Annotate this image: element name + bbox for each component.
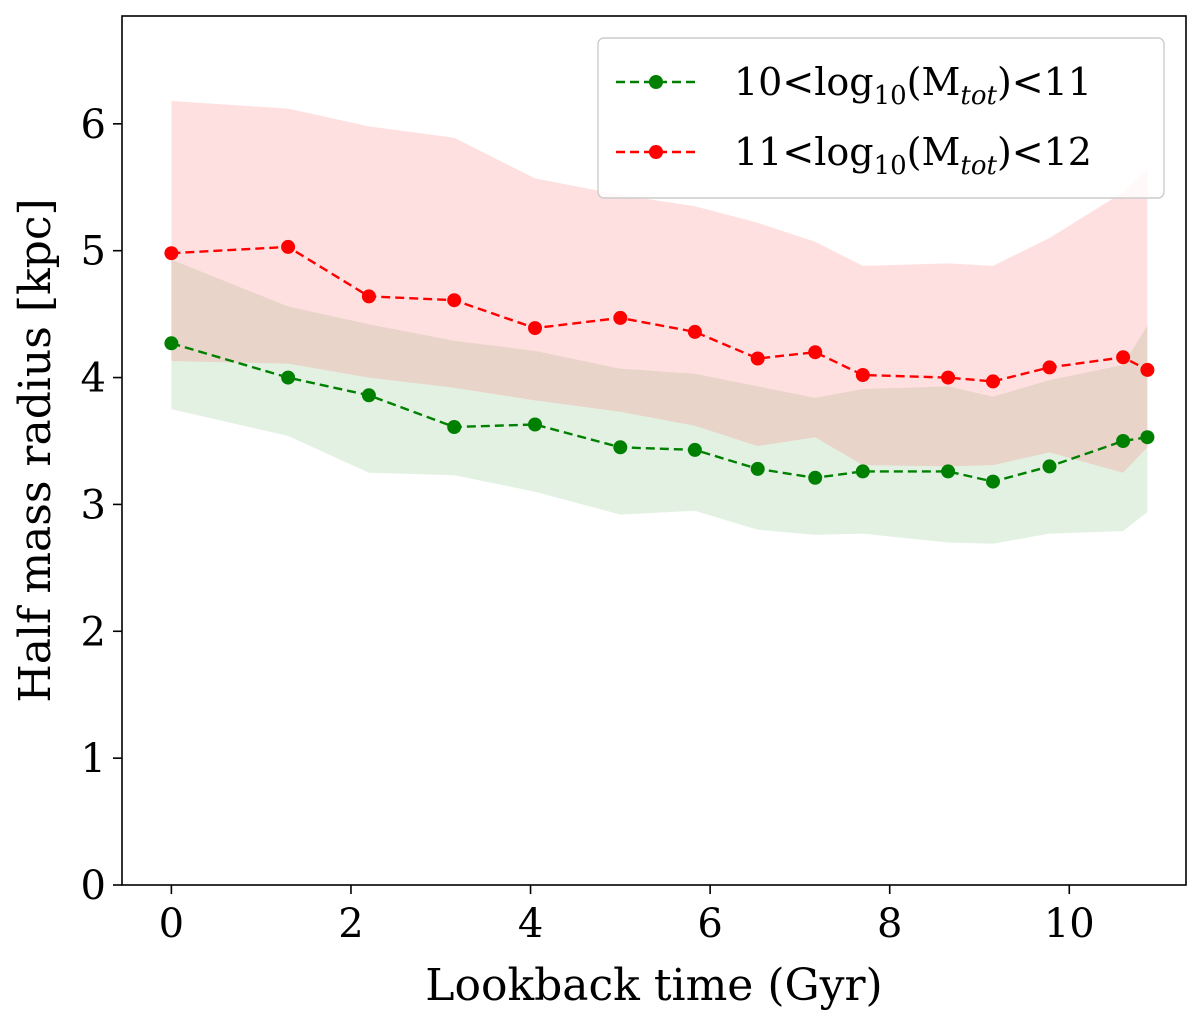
point-series-1-6 (687, 324, 702, 339)
band-series-1 (171, 101, 1148, 473)
y-tick-label-1: 1 (81, 736, 106, 782)
point-series-0-10 (941, 464, 956, 479)
point-series-1-2 (361, 289, 376, 304)
legend-marker-low-mass (649, 75, 663, 89)
point-series-1-10 (941, 370, 956, 385)
point-series-0-8 (808, 470, 823, 485)
legend-marker-high-mass (649, 145, 663, 159)
point-series-1-13 (1116, 350, 1131, 365)
point-series-0-4 (528, 417, 542, 432)
point-series-0-1 (281, 370, 296, 385)
y-axis-title: Half mass radius [kpc] (10, 198, 61, 702)
point-series-0-14 (1140, 430, 1155, 445)
band-series-0 (171, 259, 1148, 544)
point-series-1-11 (986, 374, 1000, 389)
x-tick-label-0: 0 (159, 901, 184, 947)
point-series-1-3 (447, 293, 462, 308)
y-tick-label-5: 5 (81, 229, 106, 275)
point-series-0-12 (1042, 459, 1057, 474)
y-tick-label-4: 4 (81, 356, 106, 402)
point-series-1-5 (613, 310, 628, 325)
legend: 10<log10(Mtot)<11 11<log10(Mtot)<12 (597, 37, 1165, 199)
series-markers (164, 239, 1155, 489)
point-series-0-5 (613, 440, 628, 455)
legend-box (597, 37, 1165, 199)
legend-entry-high-mass: 11<log10(Mtot)<12 (616, 130, 1092, 181)
point-series-1-7 (750, 351, 765, 366)
x-tick-label-6: 6 (697, 901, 722, 947)
legend-label-high-mass: 11<log10(Mtot)<12 (734, 130, 1092, 181)
x-tick-label-2: 2 (338, 901, 363, 947)
point-series-1-8 (808, 345, 823, 360)
point-series-1-4 (528, 321, 542, 336)
x-tick-label-8: 8 (877, 901, 902, 947)
point-series-0-13 (1116, 434, 1131, 448)
axis-ticks: 0 2 4 6 8 10 0 1 2 3 4 5 6 (81, 102, 1095, 947)
point-series-1-1 (281, 239, 296, 254)
legend-label-low-mass: 10<log10(Mtot)<11 (734, 60, 1092, 111)
plot-frame (121, 15, 1187, 886)
point-series-0-3 (447, 420, 462, 434)
point-series-0-11 (986, 474, 1000, 489)
point-series-0-2 (361, 388, 376, 403)
x-tick-label-10: 10 (1044, 901, 1095, 947)
point-series-0-0 (164, 336, 179, 351)
legend-entry-low-mass: 10<log10(Mtot)<11 (616, 60, 1092, 111)
y-tick-label-3: 3 (81, 482, 106, 528)
point-series-0-6 (687, 442, 702, 457)
point-series-0-9 (855, 464, 870, 479)
line-series-1 (171, 245, 1148, 383)
point-series-1-9 (855, 368, 870, 382)
point-series-1-14 (1140, 362, 1155, 377)
confidence-bands (171, 101, 1148, 544)
point-series-1-0 (164, 246, 179, 261)
y-tick-label-2: 2 (81, 609, 106, 655)
x-tick-label-4: 4 (518, 901, 543, 947)
point-series-1-12 (1042, 360, 1057, 375)
y-tick-label-0: 0 (81, 863, 106, 909)
x-axis-title: Lookback time (Gyr) (425, 960, 882, 1011)
point-series-0-7 (750, 461, 765, 476)
y-tick-label-6: 6 (81, 102, 106, 148)
